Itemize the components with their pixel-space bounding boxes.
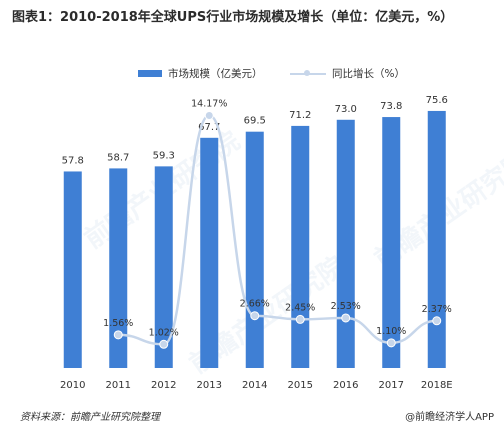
legend-line-label: 同比增长（%） (332, 68, 405, 80)
growth-point (250, 311, 260, 321)
x-tick-label: 2012 (151, 380, 176, 391)
x-tick-label: 2018E (421, 380, 453, 391)
bar (427, 110, 446, 368)
growth-value-label: 14.17% (191, 99, 227, 110)
bar-value-label: 67.7 (198, 122, 220, 133)
bar-value-label: 57.8 (62, 155, 84, 166)
growth-point (113, 330, 123, 340)
growth-point (295, 314, 305, 324)
growth-point (386, 338, 396, 348)
growth-value-label: 2.53% (331, 301, 361, 312)
x-tick-label: 2016 (333, 380, 358, 391)
x-tick-label: 2014 (242, 380, 267, 391)
source-note: 资料来源：前瞻产业研究院整理 (20, 412, 160, 423)
growth-point (432, 316, 442, 326)
legend-line-swatch (290, 69, 326, 76)
x-tick-label: 2011 (106, 380, 131, 391)
legend-bar-swatch (138, 70, 162, 77)
x-tick-label: 2013 (197, 380, 222, 391)
growth-value-label: 1.56% (103, 318, 133, 329)
bar (382, 117, 401, 368)
bar (109, 168, 128, 368)
growth-value-label: 2.37% (422, 304, 452, 315)
growth-line (118, 114, 437, 346)
legend-bar-label: 市场规模（亿美元） (168, 68, 263, 80)
chart-title: 图表1：2010-2018年全球UPS行业市场规模及增长（单位：亿美元，%） (12, 10, 454, 25)
growth-value-label: 1.10% (376, 326, 406, 337)
bar-value-label: 71.2 (289, 110, 311, 121)
bar-value-label: 58.7 (107, 152, 129, 163)
legend-item-line: 同比增长（%） (290, 66, 405, 81)
bar-value-label: 73.8 (380, 101, 402, 112)
bar (336, 119, 355, 368)
x-tick-label: 2017 (379, 380, 404, 391)
growth-value-label: 1.02% (149, 327, 179, 338)
bar-value-label: 69.5 (244, 116, 266, 127)
growth-point (341, 313, 351, 323)
growth-value-label: 2.66% (240, 299, 270, 310)
x-tick-label: 2010 (60, 380, 85, 391)
growth-point (204, 111, 214, 121)
bar (154, 166, 173, 368)
growth-value-label: 2.45% (285, 302, 315, 313)
credit-note: @前瞻经济学人APP (405, 412, 494, 423)
bar-value-label: 59.3 (153, 150, 175, 161)
x-tick-label: 2015 (288, 380, 313, 391)
bar-value-label: 73.0 (335, 104, 357, 115)
bar (63, 171, 82, 368)
chart-legend: 市场规模（亿美元） 同比增长（%） (0, 66, 504, 82)
legend-item-bar: 市场规模（亿美元） (138, 66, 263, 81)
bar (245, 131, 264, 368)
bar (200, 137, 219, 368)
growth-point (159, 339, 169, 349)
bar-value-label: 75.6 (426, 95, 448, 106)
bar (291, 125, 310, 369)
